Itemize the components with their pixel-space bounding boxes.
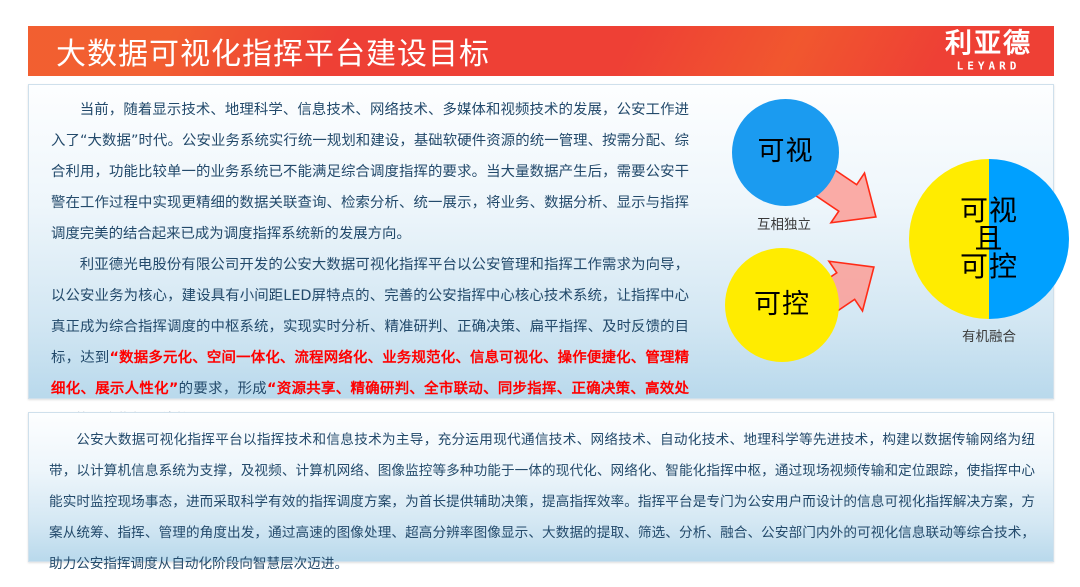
circle-controllable-label: 可控 [754, 288, 810, 320]
merged-line-2: 且 [974, 222, 1004, 255]
merged-line-3: 可控 [959, 250, 1018, 283]
merged-line-1: 可视 [959, 194, 1018, 227]
circle-visible-label: 可视 [757, 136, 814, 168]
caption-merged: 有机融合 [962, 329, 1016, 345]
header-banner: 大数据可视化指挥平台建设目标 利亚德 LEYARD [28, 26, 1054, 76]
page-title: 大数据可视化指挥平台建设目标 [56, 37, 490, 72]
summary-panel: 公安大数据可视化指挥平台以指挥技术和信息技术为主导，充分运用现代通信技术、网络技… [28, 412, 1054, 572]
intro-p2-part2: 的要求，形成 [178, 381, 268, 397]
intro-text-block: 当前，随着显示技术、地理科学、信息技术、网络技术、多媒体和视频技术的发展，公安工… [51, 95, 689, 436]
summary-paragraph: 公安大数据可视化指挥平台以指挥技术和信息技术为主导，充分运用现代通信技术、网络技… [49, 432, 1035, 572]
circle-merged: 可视 且 可控 [909, 159, 1069, 319]
intro-panel: 当前，随着显示技术、地理科学、信息技术、网络技术、多媒体和视频技术的发展，公安工… [28, 84, 1069, 428]
intro-p2-part1: 利亚德光电股份有限公司开发的公安大数据可视化指挥平台以公安管理和指挥工作需求为向… [51, 257, 689, 366]
circle-merged-label: 可视 且 可控 [960, 197, 1018, 281]
summary-text-block: 公安大数据可视化指挥平台以指挥技术和信息技术为主导，充分运用现代通信技术、网络技… [49, 425, 1035, 580]
circle-visible: 可视 [732, 99, 839, 206]
circle-controllable: 可控 [725, 248, 839, 362]
concept-diagram: 可视 可控 可视 且 可控 互相独立 有机融合 [699, 85, 1069, 398]
intro-paragraph-2: 利亚德光电股份有限公司开发的公安大数据可视化指挥平台以公安管理和指挥工作需求为向… [51, 250, 689, 436]
intro-p2-highlight-1: “数据多元化、空间一体化、流程网络化、业务规范化、信息可视化、操作便捷化、管理精… [51, 350, 689, 397]
logo-chinese-text: 利亚德 [945, 28, 1032, 60]
intro-paragraph-1: 当前，随着显示技术、地理科学、信息技术、网络技术、多媒体和视频技术的发展，公安工… [51, 102, 689, 242]
logo-english-text: LEYARD [956, 59, 1021, 73]
leyard-logo: 利亚德 LEYARD [945, 31, 1032, 72]
caption-independent: 互相独立 [757, 217, 811, 233]
